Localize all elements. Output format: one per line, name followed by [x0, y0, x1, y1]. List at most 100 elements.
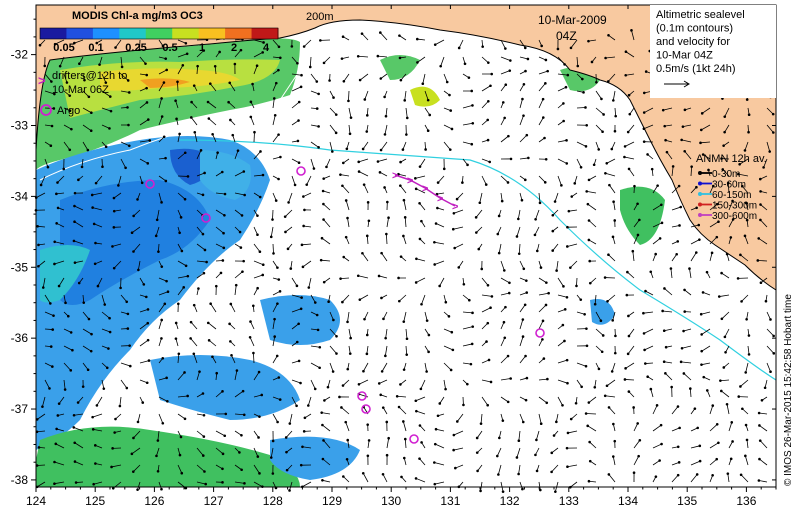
velocity-arrow-head: [526, 57, 530, 61]
colorbar-swatch: [145, 28, 173, 39]
velocity-arrow: [628, 328, 635, 337]
velocity-arrow-head: [627, 167, 631, 171]
velocity-arrow-head: [160, 337, 163, 340]
velocity-arrow-head: [663, 124, 667, 128]
velocity-arrow-head: [398, 299, 401, 303]
velocity-arrow-head: [277, 45, 281, 49]
velocity-arrow-head: [196, 64, 199, 68]
velocity-arrow-head: [521, 318, 525, 321]
velocity-arrow-head: [238, 451, 241, 454]
velocity-arrow-head: [256, 233, 259, 237]
velocity-arrow: [405, 107, 408, 118]
velocity-arrow-head: [649, 270, 653, 274]
velocity-arrow-head: [320, 411, 324, 414]
velocity-arrow: [628, 168, 635, 177]
velocity-arrow-head: [416, 61, 419, 64]
velocity-arrow-head: [381, 472, 385, 476]
velocity-arrow-head: [565, 446, 569, 450]
velocity-arrow: [196, 464, 205, 472]
velocity-arrow: [139, 56, 146, 64]
velocity-arrow: [82, 141, 89, 151]
velocity-arrow: [177, 209, 182, 218]
velocity-arrow-head: [207, 117, 211, 120]
velocity-arrow: [576, 311, 585, 315]
velocity-arrow-head: [160, 318, 163, 322]
velocity-arrow-head: [248, 335, 252, 339]
velocity-arrow-head: [165, 279, 168, 283]
velocity-arrow: [36, 481, 46, 488]
velocity-arrow: [415, 175, 426, 179]
velocity-arrow: [291, 277, 298, 287]
velocity-arrow-head: [759, 203, 762, 206]
velocity-arrow-head: [606, 80, 610, 83]
velocity-arrow: [671, 406, 679, 415]
velocity-arrow: [613, 201, 616, 211]
velocity-arrow-head: [297, 359, 301, 363]
velocity-arrow-head: [126, 312, 130, 316]
velocity-arrow: [453, 209, 464, 214]
velocity-arrow: [272, 290, 281, 296]
velocity-arrow-head: [769, 370, 772, 374]
velocity-arrow-head: [206, 321, 210, 325]
velocity-arrow: [557, 359, 568, 364]
velocity-arrow-head: [730, 421, 734, 424]
velocity-arrow-head: [289, 267, 293, 270]
velocity-arrow-head: [49, 302, 52, 305]
velocity-arrow-head: [506, 181, 510, 184]
velocity-arrow-head: [711, 184, 715, 188]
velocity-arrow: [358, 275, 369, 279]
velocity-arrow-head: [573, 182, 577, 185]
velocity-arrow-head: [288, 489, 291, 492]
velocity-arrow-head: [144, 295, 148, 299]
velocity-arrow: [434, 260, 445, 265]
velocity-arrow: [322, 424, 331, 432]
velocity-arrow-head: [256, 214, 259, 217]
velocity-arrow-head: [286, 247, 290, 251]
velocity-arrow-head: [720, 317, 724, 321]
velocity-arrow-head: [525, 279, 528, 282]
velocity-arrow-head: [177, 302, 180, 306]
velocity-arrow-head: [208, 82, 212, 85]
velocity-arrow: [476, 430, 483, 439]
velocity-arrow-head: [166, 399, 169, 403]
velocity-arrow-head: [488, 160, 492, 164]
velocity-arrow-head: [566, 73, 570, 77]
velocity-arrow: [625, 51, 635, 58]
velocity-arrow: [382, 474, 388, 483]
velocity-arrow-head: [317, 92, 320, 96]
anmn-row-label: 0-30m: [712, 169, 740, 180]
velocity-arrow-head: [715, 235, 719, 239]
velocity-arrow-head: [296, 139, 300, 143]
velocity-arrow-head: [94, 462, 97, 465]
velocity-arrow-head: [772, 334, 775, 338]
velocity-arrow-head: [160, 201, 163, 204]
velocity-arrow-head: [220, 170, 224, 174]
bathymetry-contour-200m: [39, 69, 301, 181]
velocity-arrow-head: [202, 271, 206, 275]
velocity-arrow-head: [565, 295, 569, 299]
velocity-arrow-head: [201, 454, 205, 457]
velocity-arrow-head: [215, 371, 219, 375]
velocity-arrow-head: [69, 369, 73, 372]
drifter-marker: >: [437, 193, 443, 205]
velocity-arrow: [347, 311, 350, 322]
velocity-arrow: [133, 430, 141, 439]
velocity-arrow: [519, 134, 528, 143]
velocity-arrow-head: [313, 387, 317, 391]
velocity-arrow-head: [700, 349, 703, 353]
velocity-arrow-head: [682, 372, 686, 375]
velocity-arrow-head: [384, 114, 388, 118]
velocity-arrow-head: [486, 321, 490, 325]
velocity-arrow: [424, 107, 431, 116]
velocity-arrow-head: [722, 144, 725, 147]
velocity-arrow-head: [402, 456, 406, 460]
velocity-arrow-head: [450, 127, 454, 131]
velocity-arrow: [551, 447, 559, 454]
x-tick-label: 125: [85, 494, 105, 508]
velocity-arrow: [607, 294, 616, 302]
velocity-arrow-head: [319, 39, 322, 42]
velocity-arrow-head: [112, 226, 116, 229]
velocity-arrow-head: [223, 192, 227, 196]
velocity-arrow-head: [525, 376, 529, 380]
velocity-arrow-head: [670, 385, 673, 389]
